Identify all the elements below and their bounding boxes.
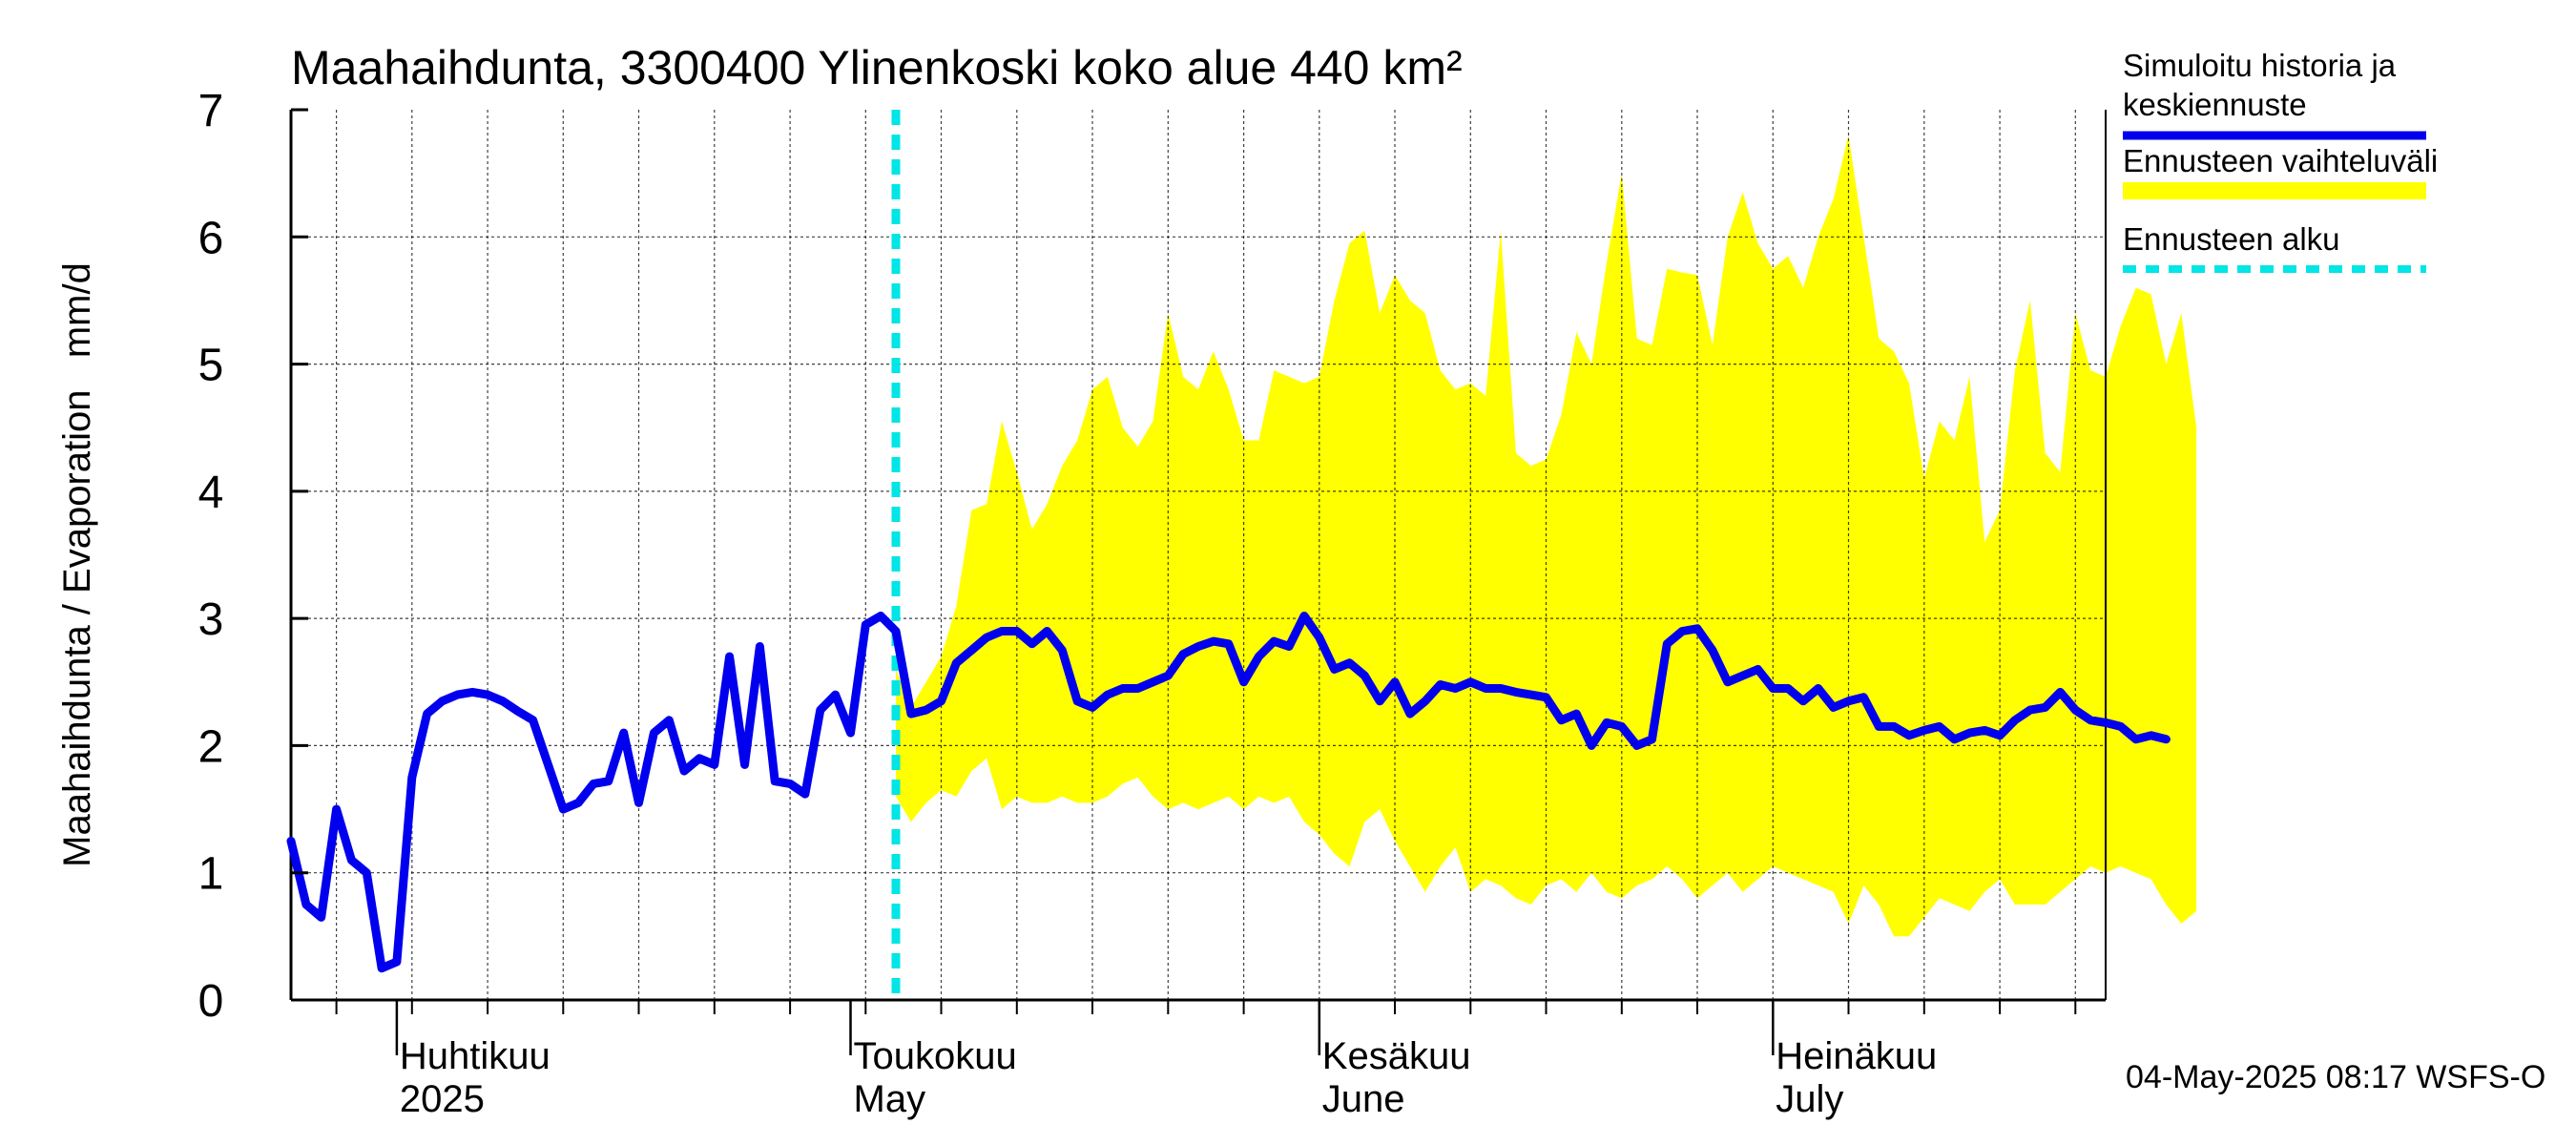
y-tick-label: 0 [198, 976, 224, 1027]
series-line-0 [286, 612, 2171, 973]
y-tick-label: 2 [198, 721, 224, 772]
y-tick-label: 6 [198, 213, 224, 263]
x-month-sublabel: June [1322, 1078, 1405, 1120]
x-month-sublabel: 2025 [400, 1078, 485, 1120]
chart-title: Maahaihdunta, 3300400 Ylinenkoski koko a… [291, 41, 1463, 94]
y-tick-label: 3 [198, 594, 224, 645]
legend-label: Ennusteen vaihteluväli [2123, 143, 2438, 178]
x-month-sublabel: May [854, 1078, 926, 1120]
x-month-label: Heinäkuu [1776, 1035, 1937, 1077]
x-month-label: Toukokuu [854, 1035, 1017, 1077]
y-tick-label: 5 [198, 341, 224, 391]
legend-label: Simuloitu historia ja [2123, 48, 2397, 83]
x-month-label: Huhtikuu [400, 1035, 551, 1077]
axis-layer: 01234567Huhtikuu2025ToukokuuMayKesäkuuJu… [198, 86, 2077, 1120]
legend: Simuloitu historia ja keskiennuste Ennuste… [2123, 48, 2438, 273]
y-axis-label: Maahaihdunta / Evaporation mm/d [56, 262, 98, 867]
x-month-label: Kesäkuu [1322, 1035, 1471, 1077]
timestamp-footer: 04-May-2025 08:17 WSFS-O [2126, 1059, 2546, 1095]
legend-swatch-band [2123, 182, 2426, 199]
y-tick-label: 4 [198, 468, 224, 518]
y-tick-label: 1 [198, 849, 224, 900]
y-tick-label: 7 [198, 86, 224, 136]
x-month-sublabel: July [1776, 1078, 1843, 1120]
legend-label-line2: keskiennuste [2123, 87, 2307, 122]
series-layer [286, 110, 2171, 1000]
grid-layer [291, 110, 2106, 1000]
legend-label: Ennusteen alku [2123, 221, 2340, 257]
